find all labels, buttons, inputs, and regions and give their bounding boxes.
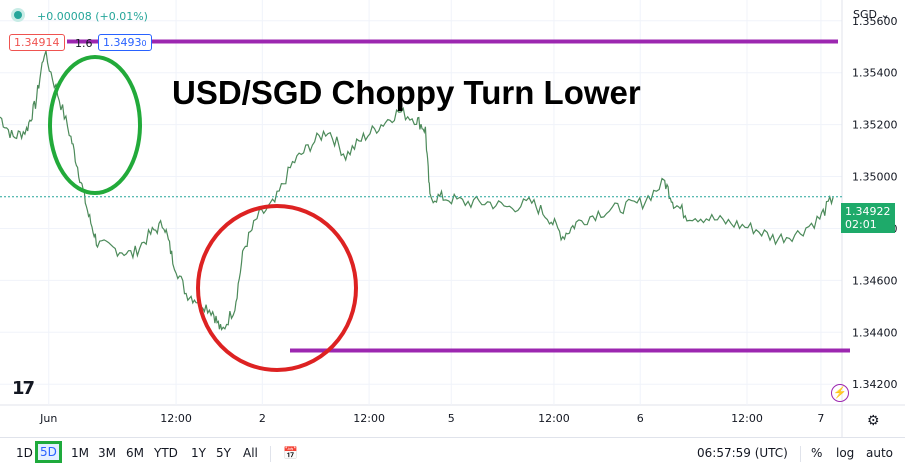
auto-toggle[interactable]: auto [866, 446, 894, 460]
y-tick-label: 1.35000 [852, 171, 898, 184]
divider [270, 446, 271, 462]
percent-toggle[interactable]: % [811, 446, 823, 460]
settings-gear-icon[interactable]: ⚙ [867, 412, 880, 428]
ask-price[interactable]: 1.34930 [98, 34, 152, 51]
last-price-label: 1.34922 02:01 [841, 203, 895, 233]
y-tick-label: 1.34200 [852, 378, 898, 391]
range-5y[interactable]: 5Y [216, 446, 231, 460]
y-tick-label: 1.35200 [852, 119, 898, 132]
x-tick-label: 2 [259, 412, 266, 425]
range-1y[interactable]: 1Y [191, 446, 206, 460]
x-tick-label: Jun [39, 412, 57, 425]
highlight-circle-bottom [196, 204, 358, 372]
bottom-toolbar: 1D 5D 1M 3M 6M YTD 1Y 5Y All 📅 06:57:59 … [0, 437, 905, 469]
calendar-goto-icon[interactable]: 📅 [283, 446, 298, 460]
highlight-circle-top [48, 55, 142, 195]
log-toggle[interactable]: log [836, 446, 855, 460]
divider [800, 446, 801, 462]
bid-price[interactable]: 1.34914 [9, 34, 65, 51]
y-tick-label: 1.34600 [852, 274, 898, 287]
y-tick-label: 1.34400 [852, 326, 898, 339]
range-6m[interactable]: 6M [126, 446, 144, 460]
currency-selector[interactable]: SGD ⌄ [853, 8, 890, 21]
chevron-down-icon: ⌄ [880, 8, 890, 21]
x-tick-label: 12:00 [731, 412, 763, 425]
x-tick-label: 12:00 [353, 412, 385, 425]
x-axis: Jun 12:00 2 12:00 5 12:00 6 12:00 7 [39, 412, 824, 425]
x-tick-label: 5 [448, 412, 455, 425]
tradingview-logo-icon[interactable]: 17 [12, 378, 35, 399]
x-tick-label: 12:00 [538, 412, 570, 425]
range-ytd[interactable]: YTD [154, 446, 178, 460]
lightning-icon[interactable]: ⚡ [831, 384, 849, 402]
price-change: +0.00008 (+0.01%) [37, 10, 148, 23]
status-dot-icon [14, 9, 22, 22]
x-tick-label: 12:00 [160, 412, 192, 425]
y-tick-label: 1.35600 [852, 15, 898, 28]
x-tick-label: 6 [637, 412, 644, 425]
chart-grid [0, 0, 905, 437]
price-series-line [0, 50, 834, 331]
range-3m[interactable]: 3M [98, 446, 116, 460]
range-1m[interactable]: 1M [71, 446, 89, 460]
support-resistance-lines [67, 39, 850, 353]
range-1d[interactable]: 1D [16, 446, 33, 460]
x-tick-label: 7 [817, 412, 824, 425]
range-all[interactable]: All [243, 446, 258, 460]
annotation-circles [48, 55, 358, 372]
spread: 1.6 [75, 37, 93, 50]
clock-time[interactable]: 06:57:59 (UTC) [697, 446, 788, 460]
y-tick-label: 1.35400 [852, 67, 898, 80]
range-5d[interactable]: 5D [35, 441, 62, 463]
chart-headline: USD/SGD Choppy Turn Lower [172, 74, 641, 111]
